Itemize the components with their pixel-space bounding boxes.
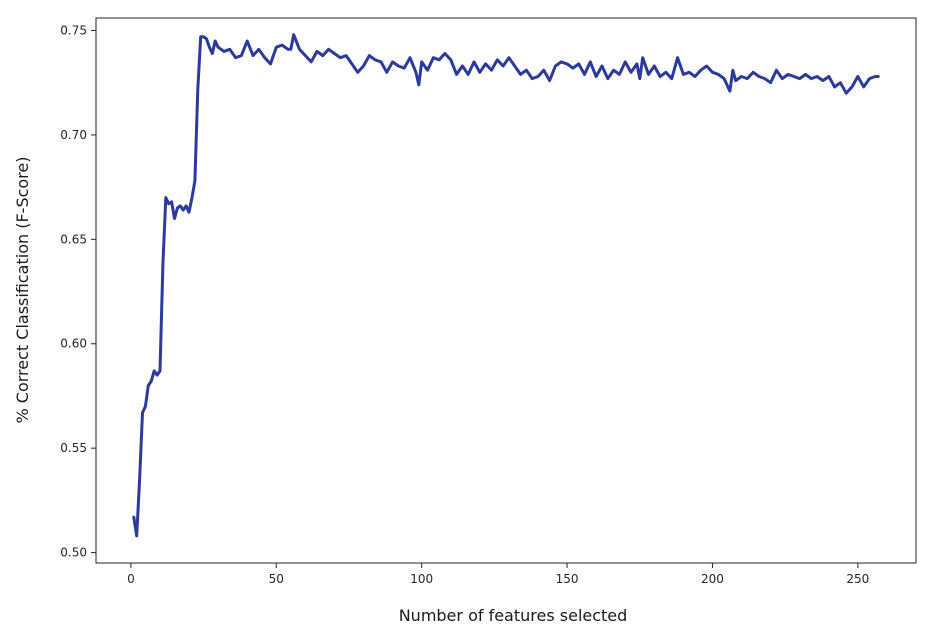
x-tick-label: 200 xyxy=(701,572,724,586)
y-tick-label: 0.60 xyxy=(60,337,87,351)
x-tick-label: 100 xyxy=(410,572,433,586)
x-tick-label: 0 xyxy=(127,572,135,586)
y-axis-label: % Correct Classification (F-Score) xyxy=(13,157,32,424)
x-axis-ticks: 0 50 100 150 200 250 xyxy=(127,563,869,586)
series-line xyxy=(132,33,880,538)
y-tick-label: 0.65 xyxy=(60,232,87,246)
y-tick-label: 0.50 xyxy=(60,546,87,560)
x-axis-label: Number of features selected xyxy=(399,606,628,625)
plot-area-frame xyxy=(95,17,917,564)
y-tick-label: 0.70 xyxy=(60,128,87,142)
x-tick-label: 50 xyxy=(269,572,284,586)
y-tick-label: 0.55 xyxy=(60,441,87,455)
x-tick-label: 150 xyxy=(556,572,579,586)
y-axis-ticks: 0.50 0.55 0.60 0.65 0.70 0.75 xyxy=(60,24,96,560)
y-tick-label: 0.75 xyxy=(60,24,87,38)
x-tick-label: 250 xyxy=(846,572,869,586)
